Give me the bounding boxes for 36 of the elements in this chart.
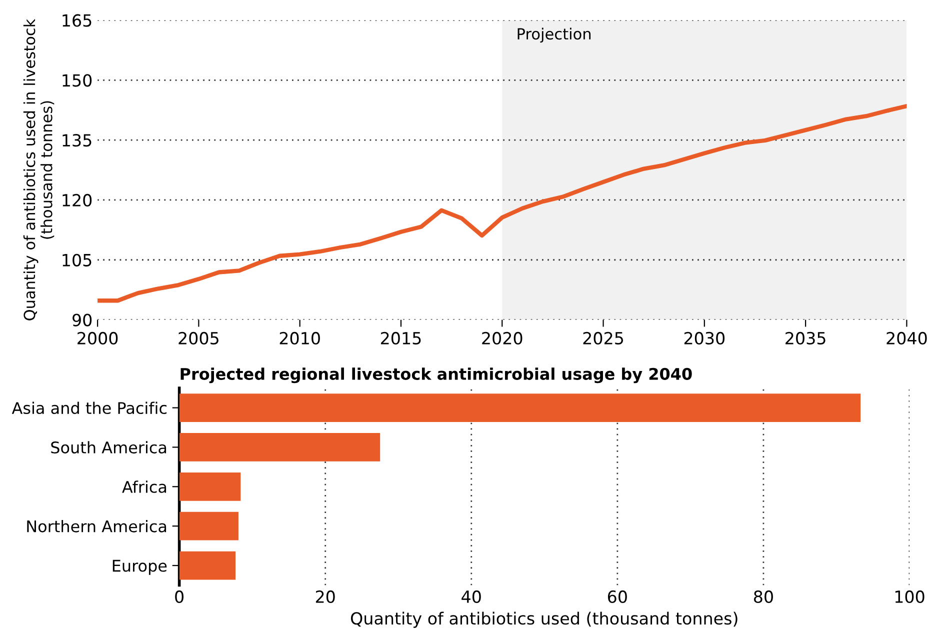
y-axis-title: Quantity of antibiotics used in livestock (thousand tonnes)	[23, 18, 54, 320]
y-tick-label: 120	[62, 194, 92, 207]
x-tick-label: 40	[462, 590, 481, 603]
x-tick-label: 2030	[684, 332, 725, 344]
x-tick-label: 20	[316, 590, 335, 603]
x-axis-title: Quantity of antibiotics used (thousand tonnes)	[350, 612, 738, 628]
y-tick-label: 105	[62, 254, 92, 266]
x-tick-label: 2005	[178, 332, 218, 344]
x-tick-label: 60	[608, 590, 627, 603]
x-tick-label: 2000	[78, 332, 118, 344]
chart-title: Projected regional livestock antimicrobial usage by 2040	[180, 368, 692, 384]
y-tick-label: South America	[51, 441, 166, 454]
x-tick-label: 2040	[886, 332, 927, 344]
x-tick-label: 80	[754, 590, 773, 603]
bar	[179, 472, 241, 501]
x-tick-label: 2020	[482, 332, 522, 344]
band-label: Projection	[518, 28, 591, 43]
y-tick-label: 90	[72, 314, 92, 326]
y-tick-label: Asia and the Pacific	[12, 402, 167, 414]
y-tick-label: Europe	[112, 560, 167, 575]
x-tick-label: 2025	[583, 332, 624, 344]
bar	[179, 512, 238, 540]
y-tick-label: Africa	[122, 480, 166, 493]
x-tick-label: 2015	[380, 332, 421, 344]
y-tick-label: 135	[62, 134, 92, 147]
bar	[179, 551, 236, 580]
bar	[179, 433, 380, 462]
y-tick-label: Northern America	[27, 520, 166, 532]
line-series	[98, 104, 907, 303]
x-tick-label: 100	[895, 590, 924, 603]
x-tick-label: 0	[175, 590, 184, 603]
y-tick-label: 165	[62, 14, 92, 27]
x-tick-label: 2010	[280, 332, 320, 344]
x-tick-label: 2035	[786, 332, 826, 344]
y-tick-label: 150	[62, 74, 92, 87]
bar	[179, 394, 861, 422]
